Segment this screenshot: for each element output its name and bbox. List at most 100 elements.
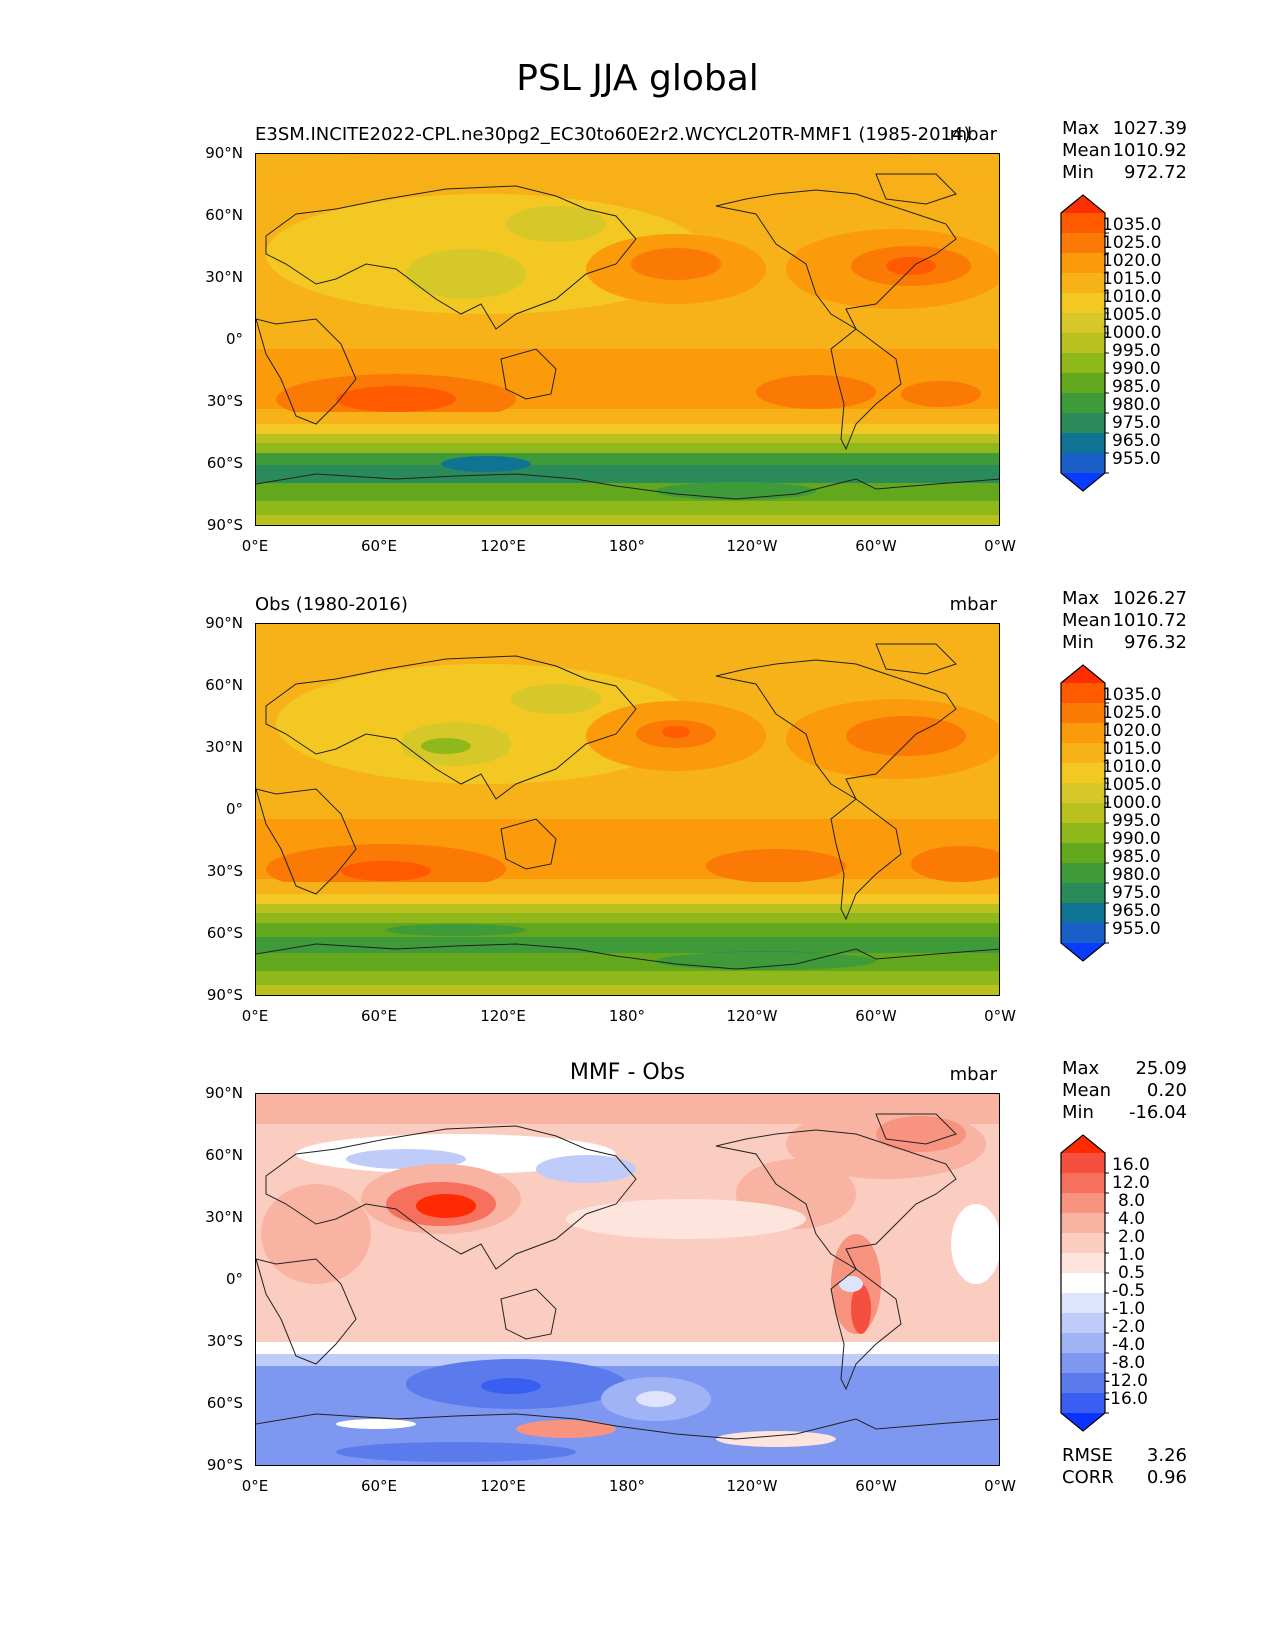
panel3-colorbar-tick: 2.0 xyxy=(1118,1227,1146,1247)
colorbar-extend-top xyxy=(1061,195,1105,213)
panel1-min-label: Min xyxy=(1062,162,1094,183)
colorbar-segment xyxy=(1061,313,1105,334)
panel1-mean-label: Mean xyxy=(1062,140,1112,161)
colorbar-segment xyxy=(1061,373,1105,394)
colorbar-segment xyxy=(1061,453,1105,474)
panel3-xtick: 0°W xyxy=(984,1477,1016,1495)
colorbar-extend-bottom xyxy=(1061,1413,1105,1431)
panel1-mean-value: 1010.92 xyxy=(1112,140,1187,161)
colorbar-segment xyxy=(1061,233,1105,254)
panel3-ytick: 30°N xyxy=(205,1208,243,1226)
panel2-map xyxy=(255,623,1000,996)
panel3-xtick: 60°W xyxy=(855,1477,897,1495)
panel1-xtick: 180° xyxy=(608,537,646,555)
panel1-ytick: 30°N xyxy=(205,268,243,286)
panel2-title: Obs (1980-2016) xyxy=(255,594,408,615)
colorbar-segment xyxy=(1061,353,1105,374)
panel1-colorbar xyxy=(1060,194,1109,492)
corr-label: CORR xyxy=(1062,1467,1114,1488)
panel1-ytick: 90°S xyxy=(206,516,243,534)
panel1-max-value: 1027.39 xyxy=(1112,118,1187,139)
colorbar-segment xyxy=(1061,333,1105,354)
figure-title: PSL JJA global xyxy=(516,58,759,99)
panel2-xtick: 120°E xyxy=(480,1007,526,1025)
panel3-xtick: 120°W xyxy=(726,1477,778,1495)
panel3-colorbar-tick: -0.5 xyxy=(1112,1281,1146,1301)
colorbar-segment xyxy=(1061,1353,1105,1374)
panel1-ytick: 90°N xyxy=(205,144,243,162)
panel1-colorbar-tick: 975.0 xyxy=(1112,413,1161,433)
panel2-mean-label: Mean xyxy=(1062,610,1112,631)
panel3-colorbar xyxy=(1060,1134,1109,1432)
panel3-max-value: 25.09 xyxy=(1135,1058,1187,1079)
panel1-ytick: 60°N xyxy=(205,206,243,224)
colorbar-segment xyxy=(1061,1273,1105,1294)
colorbar-segment xyxy=(1061,743,1105,764)
panel1-xtick: 0°E xyxy=(241,537,269,555)
panel3-colorbar-tick: -16.0 xyxy=(1104,1389,1148,1409)
colorbar-segment xyxy=(1061,393,1105,414)
colorbar-segment xyxy=(1061,1233,1105,1254)
colorbar-segment xyxy=(1061,213,1105,234)
panel3-xtick: 0°E xyxy=(241,1477,269,1495)
corr-value: 0.96 xyxy=(1146,1467,1187,1488)
panel1-colorbar-tick: 1015.0 xyxy=(1102,269,1162,289)
panel2-colorbar-tick: 1020.0 xyxy=(1102,721,1162,741)
colorbar-segment xyxy=(1061,413,1105,434)
colorbar-segment xyxy=(1061,883,1105,904)
panel3-colorbar-tick: 8.0 xyxy=(1118,1191,1146,1211)
panel1-xtick: 120°W xyxy=(726,537,778,555)
colorbar-segment xyxy=(1061,723,1105,744)
panel1-map xyxy=(255,153,1000,526)
panel2-colorbar-tick: 975.0 xyxy=(1112,883,1161,903)
colorbar-segment xyxy=(1061,253,1105,274)
panel2-xtick: 60°W xyxy=(855,1007,897,1025)
panel2-min-value: 976.32 xyxy=(1124,632,1187,653)
colorbar-segment xyxy=(1061,1373,1105,1394)
colorbar-segment xyxy=(1061,273,1105,294)
panel2-ytick: 60°S xyxy=(206,924,243,942)
panel1-colorbar-tick: 980.0 xyxy=(1112,395,1161,415)
colorbar-segment xyxy=(1061,823,1105,844)
panel2-colorbar-tick: 1005.0 xyxy=(1102,775,1162,795)
colorbar-segment xyxy=(1061,843,1105,864)
colorbar-segment xyxy=(1061,923,1105,944)
panel1-colorbar-tick: 1000.0 xyxy=(1102,323,1162,343)
panel2-ytick: 60°N xyxy=(205,676,243,694)
panel3-ytick: 60°S xyxy=(206,1394,243,1412)
panel3-ytick: 90°N xyxy=(205,1084,243,1102)
panel1-xtick: 60°E xyxy=(360,537,398,555)
panel1-ytick: 30°S xyxy=(206,392,243,410)
panel1-colorbar-tick: 955.0 xyxy=(1112,449,1161,469)
panel2-colorbar-tick: 980.0 xyxy=(1112,865,1161,885)
colorbar-segment xyxy=(1061,863,1105,884)
panel3-title: MMF - Obs xyxy=(569,1060,686,1085)
colorbar-segment xyxy=(1061,783,1105,804)
colorbar-segment xyxy=(1061,803,1105,824)
panel2-colorbar-tick: 990.0 xyxy=(1112,829,1161,849)
panel2-ytick: 90°S xyxy=(206,986,243,1004)
panel2-min-label: Min xyxy=(1062,632,1094,653)
panel1-max-label: Max xyxy=(1062,118,1100,139)
panel2-xtick: 120°W xyxy=(726,1007,778,1025)
panel1-colorbar-tick: 965.0 xyxy=(1112,431,1161,451)
panel3-xtick: 60°E xyxy=(360,1477,398,1495)
panel2-max-label: Max xyxy=(1062,588,1100,609)
panel3-xtick: 180° xyxy=(608,1477,646,1495)
panel3-colorbar-tick: 4.0 xyxy=(1118,1209,1146,1229)
colorbar-segment xyxy=(1061,683,1105,704)
colorbar-extend-top xyxy=(1061,1135,1105,1153)
panel2-ytick: 90°N xyxy=(205,614,243,632)
panel2-ytick: 30°S xyxy=(206,862,243,880)
panel3-min-label: Min xyxy=(1062,1102,1094,1123)
panel3-ytick: 0° xyxy=(225,1270,243,1288)
panel3-colorbar-tick: -2.0 xyxy=(1112,1317,1146,1337)
colorbar-extend-bottom xyxy=(1061,473,1105,491)
panel2-colorbar-tick: 1035.0 xyxy=(1102,685,1162,705)
colorbar-segment xyxy=(1061,293,1105,314)
panel2-colorbar-tick: 995.0 xyxy=(1112,811,1161,831)
colorbar-segment xyxy=(1061,1153,1105,1174)
panel1-colorbar-tick: 995.0 xyxy=(1112,341,1161,361)
colorbar-extend-top xyxy=(1061,665,1105,683)
colorbar-segment xyxy=(1061,903,1105,924)
